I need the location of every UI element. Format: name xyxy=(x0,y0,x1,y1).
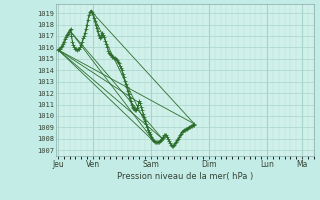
X-axis label: Pression niveau de la mer( hPa ): Pression niveau de la mer( hPa ) xyxy=(117,172,253,181)
